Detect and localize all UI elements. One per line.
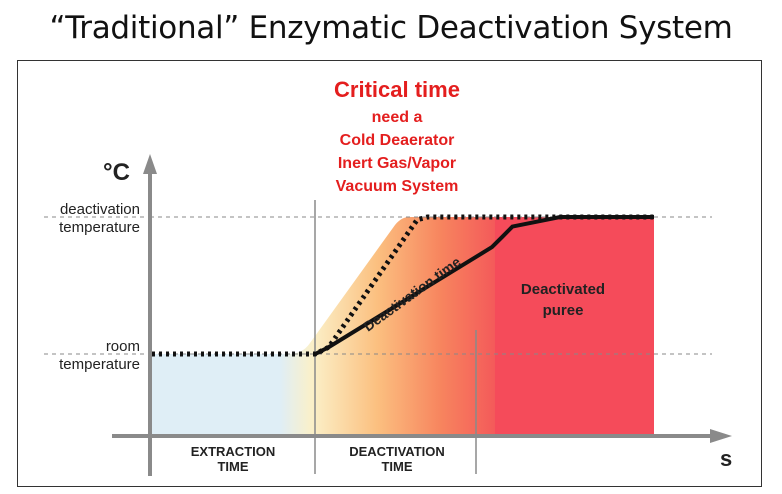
critical-time-line-1: need a bbox=[372, 109, 423, 126]
critical-time-line-3: Inert Gas/Vapor bbox=[338, 155, 456, 172]
x-axis-label: s bbox=[720, 446, 732, 471]
deactivated-region-label-line1: Deactivated bbox=[521, 281, 605, 298]
chart-title: “Traditional” Enzymatic Deactivation Sys… bbox=[49, 10, 733, 46]
deactivation-phase-label-line2: TIME bbox=[381, 459, 412, 474]
room-temperature-label-line1: room bbox=[106, 338, 140, 355]
critical-time-line-2: Cold Deaerator bbox=[340, 132, 455, 149]
solid-temperature-curve bbox=[314, 215, 654, 356]
deactivated-region-label-line2: puree bbox=[543, 302, 584, 319]
gradient-mask bbox=[280, 200, 495, 354]
deactivation-temperature-label-line2: temperature bbox=[59, 219, 140, 236]
x-axis-arrow bbox=[710, 429, 732, 443]
critical-time-heading: Critical time bbox=[334, 77, 460, 102]
extraction-phase-label-line1: EXTRACTION bbox=[191, 444, 276, 459]
deactivation-temperature-label-line1: deactivation bbox=[60, 201, 140, 218]
extraction-phase-label-line2: TIME bbox=[217, 459, 248, 474]
deactivation-phase-label-line1: DEACTIVATION bbox=[349, 444, 445, 459]
room-temperature-region bbox=[150, 354, 280, 436]
y-axis-label: °C bbox=[103, 159, 130, 186]
deactivated-region bbox=[495, 217, 654, 436]
critical-time-line-4: Vacuum System bbox=[336, 178, 459, 195]
room-temperature-label-line2: temperature bbox=[59, 356, 140, 373]
chart-frame bbox=[17, 60, 762, 487]
y-axis-arrow bbox=[143, 154, 157, 174]
